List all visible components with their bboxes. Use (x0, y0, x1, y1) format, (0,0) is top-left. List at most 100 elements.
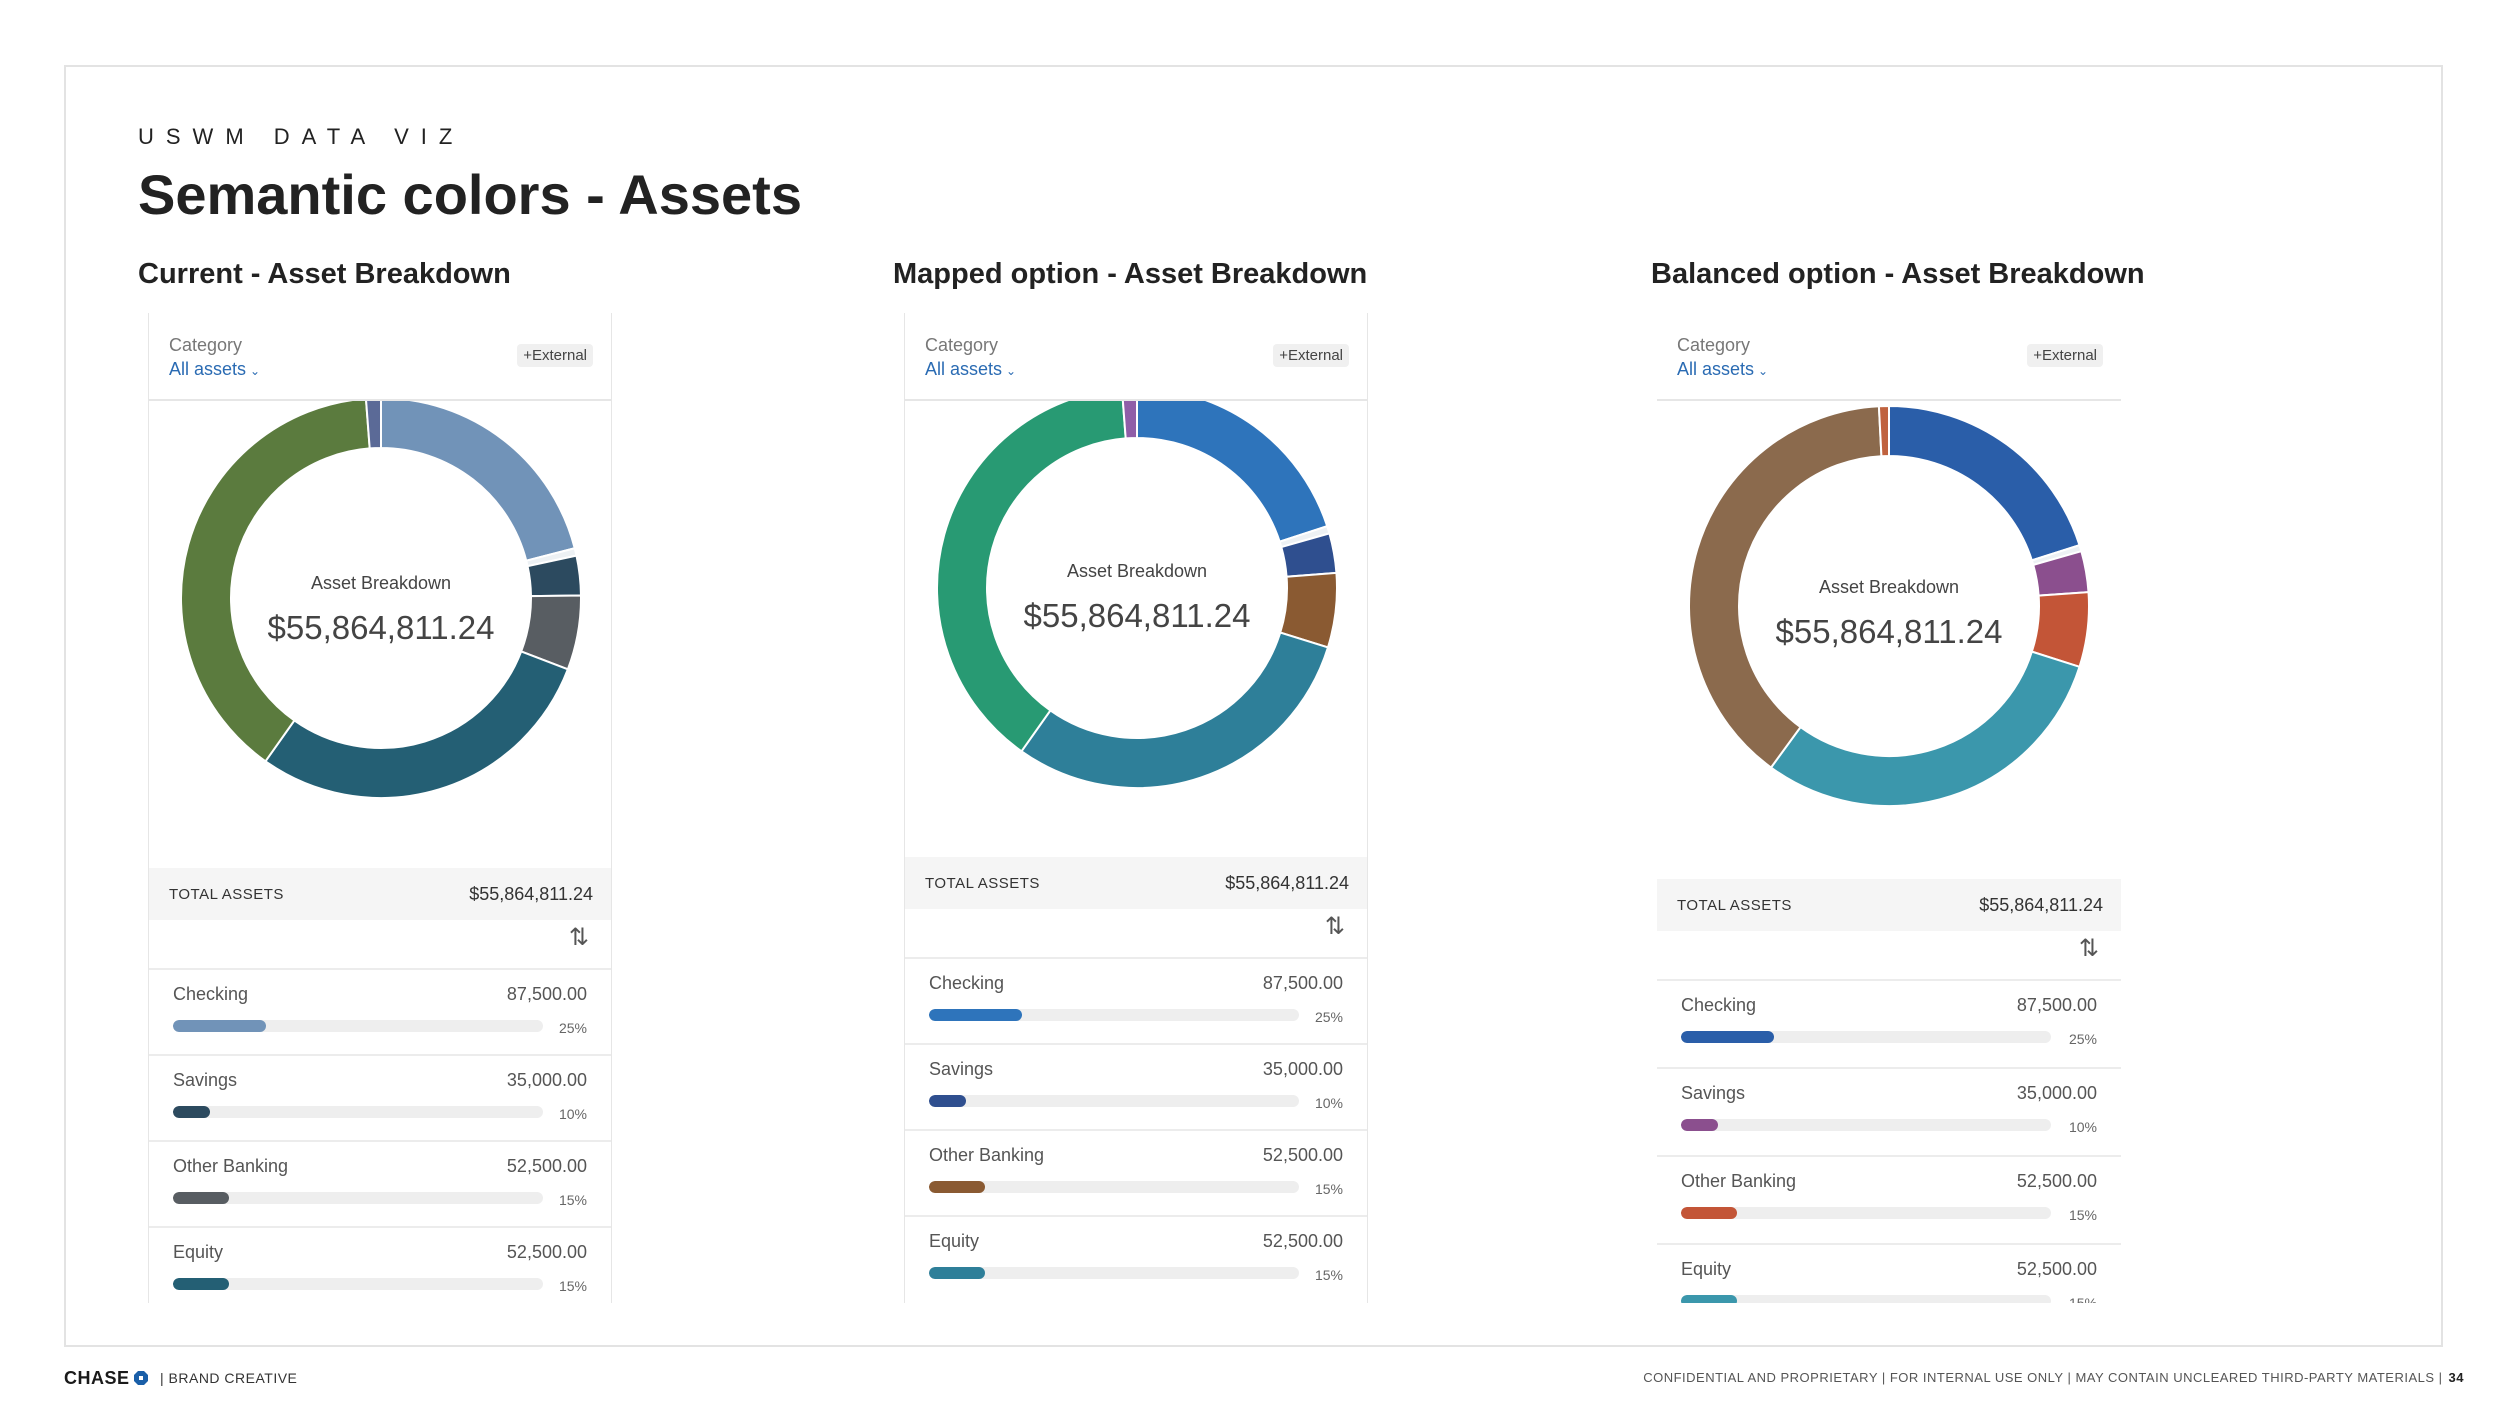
row-percent: 15% (1314, 1267, 1343, 1283)
asset-card-balanced: Category All assets ⌄ +External Asset Bre… (1657, 313, 2121, 1303)
logo-text: CHASE (64, 1368, 130, 1388)
category-label: Category (169, 335, 243, 355)
row-label: Other Banking (929, 1145, 1045, 1165)
total-assets-label: TOTAL ASSETS (169, 886, 284, 903)
row-label: Savings (173, 1070, 238, 1090)
asset-row-checking[interactable]: Checking 87,500.00 25% (905, 957, 1367, 1043)
row-label: Savings (1681, 1083, 1746, 1103)
donut-svg (1688, 404, 2090, 807)
asset-list: Checking 87,500.00 25% Savings 35,000.00… (905, 957, 1367, 1301)
row-value: 52,500.00 (506, 1242, 587, 1262)
row-percent: 25% (1314, 1009, 1343, 1025)
progress-track (173, 1106, 543, 1118)
panel-title-balanced: Balanced option - Asset Breakdown (1651, 258, 2145, 290)
donut-segment-4[interactable] (1020, 631, 1330, 789)
row-label: Checking (173, 984, 249, 1004)
asset-list: Checking 87,500.00 25% Savings 35,000.00… (149, 968, 611, 1303)
footer-legal: CONFIDENTIAL AND PROPRIETARY | FOR INTER… (1643, 1370, 2464, 1385)
footer-brand: | BRAND CREATIVE (160, 1370, 298, 1386)
donut-segment-5[interactable] (1688, 405, 1883, 769)
category-dropdown[interactable]: All assets ⌄ (925, 359, 1016, 380)
row-label: Other Banking (1681, 1171, 1797, 1191)
asset-row-savings[interactable]: Savings 35,000.00 10% (149, 1054, 611, 1140)
row-percent: 25% (558, 1020, 587, 1036)
total-assets-bar: TOTAL ASSETS $55,864,811.24 (905, 857, 1367, 909)
progress-track (929, 1009, 1299, 1021)
asset-row-equity[interactable]: Equity 52,500.00 15% (905, 1215, 1367, 1301)
row-percent: 10% (1314, 1095, 1343, 1111)
progress-track (1681, 1207, 2051, 1219)
donut-center-value: $55,864,811.24 (1775, 613, 2003, 650)
donut-center-label: Asset Breakdown (1818, 577, 1960, 597)
panel-title-mapped: Mapped option - Asset Breakdown (893, 258, 1368, 290)
row-value: 52,500.00 (2016, 1259, 2097, 1279)
total-assets-label: TOTAL ASSETS (925, 875, 1040, 892)
donut-center-value: $55,864,811.24 (267, 609, 495, 646)
progress-fill (929, 1267, 985, 1279)
progress-track (929, 1181, 1299, 1193)
external-toggle-button[interactable]: +External (1273, 344, 1349, 367)
chase-octagon-icon (133, 1371, 148, 1385)
donut-center-label: Asset Breakdown (1066, 561, 1208, 581)
category-value: All assets (925, 359, 1003, 379)
slide-title: Semantic colors - Assets (138, 163, 802, 226)
page-number: 34 (2448, 1370, 2464, 1385)
asset-row-savings[interactable]: Savings 35,000.00 10% (1657, 1067, 2121, 1155)
sort-icon[interactable]: ⇅ (1324, 913, 1345, 940)
asset-card-current: Category All assets ⌄ +External Asset Bre… (148, 313, 612, 1303)
row-value: 52,500.00 (506, 1156, 587, 1176)
donut-segment-0[interactable] (1136, 386, 1329, 543)
total-assets-value: $55,864,811.24 (1225, 873, 1349, 893)
asset-row-checking[interactable]: Checking 87,500.00 25% (149, 968, 611, 1054)
progress-fill (1681, 1119, 1718, 1131)
donut-segment-4[interactable] (264, 650, 570, 799)
donut-segment-0[interactable] (1888, 404, 2081, 562)
row-percent: 15% (558, 1278, 587, 1294)
asset-row-equity[interactable]: Equity 52,500.00 15% (1657, 1243, 2121, 1303)
sort-icon[interactable]: ⇅ (2078, 935, 2099, 962)
progress-fill (1681, 1295, 1737, 1303)
progress-fill (929, 1009, 1022, 1021)
donut-segment-6[interactable] (1877, 404, 1890, 458)
row-label: Equity (929, 1231, 980, 1251)
sort-icon[interactable]: ⇅ (568, 924, 589, 951)
asset-row-equity[interactable]: Equity 52,500.00 15% (149, 1226, 611, 1303)
category-dropdown[interactable]: All assets ⌄ (1677, 359, 1768, 380)
row-label: Equity (1681, 1259, 1732, 1279)
row-label: Other Banking (173, 1156, 289, 1176)
row-percent: 15% (558, 1192, 587, 1208)
asset-row-other-banking[interactable]: Other Banking 52,500.00 15% (1657, 1155, 2121, 1243)
donut-center-label: Asset Breakdown (310, 573, 452, 593)
panel-title-current: Current - Asset Breakdown (138, 258, 511, 290)
progress-track (1681, 1119, 2051, 1131)
total-assets-label: TOTAL ASSETS (1677, 897, 1792, 914)
category-dropdown[interactable]: All assets ⌄ (169, 359, 260, 380)
progress-track (929, 1095, 1299, 1107)
donut-segment-4[interactable] (1769, 650, 2081, 807)
row-label: Checking (929, 973, 1005, 993)
progress-track (173, 1192, 543, 1204)
row-value: 52,500.00 (2016, 1171, 2097, 1191)
card-header: Category All assets ⌄ +External (1657, 313, 2121, 401)
asset-row-other-banking[interactable]: Other Banking 52,500.00 15% (149, 1140, 611, 1226)
progress-fill (173, 1278, 229, 1290)
progress-track (1681, 1031, 2051, 1043)
row-label: Equity (173, 1242, 224, 1262)
asset-row-savings[interactable]: Savings 35,000.00 10% (905, 1043, 1367, 1129)
progress-fill (173, 1020, 266, 1032)
chase-logo: CHASE (64, 1368, 148, 1389)
row-value: 87,500.00 (1262, 973, 1343, 993)
asset-row-other-banking[interactable]: Other Banking 52,500.00 15% (905, 1129, 1367, 1215)
card-header: Category All assets ⌄ +External (149, 313, 611, 401)
row-value: 35,000.00 (506, 1070, 587, 1090)
row-value: 52,500.00 (1262, 1145, 1343, 1165)
asset-row-checking[interactable]: Checking 87,500.00 25% (1657, 979, 2121, 1067)
card-header: Category All assets ⌄ +External (905, 313, 1367, 401)
total-assets-bar: TOTAL ASSETS $55,864,811.24 (149, 868, 611, 920)
slide-eyebrow: USWM DATA VIZ (138, 124, 465, 149)
external-toggle-button[interactable]: +External (517, 344, 593, 367)
donut-segment-0[interactable] (380, 396, 576, 562)
donut-segment-6[interactable] (364, 396, 382, 450)
progress-fill (173, 1192, 229, 1204)
external-toggle-button[interactable]: +External (2027, 344, 2103, 367)
